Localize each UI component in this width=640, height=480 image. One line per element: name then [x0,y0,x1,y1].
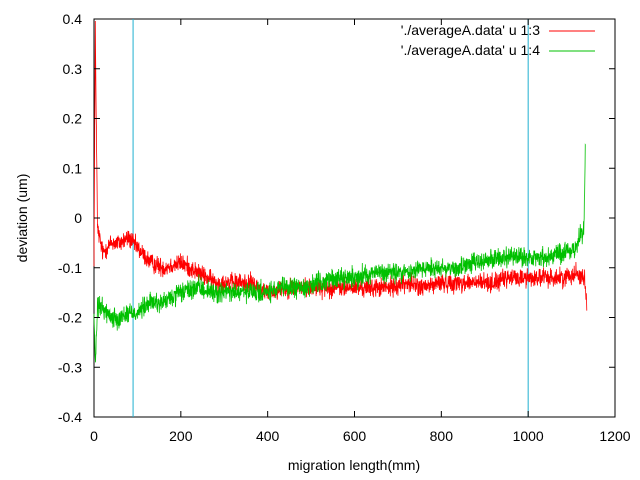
legend-label-series-1: './averageA.data' u 1:3 [401,22,540,38]
y-tick-label-3: -0.1 [58,260,82,276]
y-axis-title: deviation (um) [14,174,30,263]
x-tick-labels: 0 200 400 600 800 1000 1200 [90,428,631,444]
y-tick-label-1: -0.3 [58,359,82,375]
x-tick-label-0: 0 [90,428,98,444]
y-tick-label-7: 0.3 [63,61,83,77]
vertical-reference-lines [132,19,529,417]
x-tick-label-4: 800 [430,428,454,444]
x-tick-label-1: 200 [169,428,193,444]
y-tick-label-6: 0.2 [63,111,83,127]
y-tick-label-5: 0.1 [63,160,83,176]
x-axis-title: migration length(mm) [288,457,420,473]
axis-ticks [93,18,616,418]
y-tick-label-0: -0.4 [58,409,82,425]
plot-frame [93,18,616,418]
legend: './averageA.data' u 1:3 './averageA.data… [401,22,595,58]
x-tick-label-6: 1200 [599,428,630,444]
y-tick-label-4: 0 [74,210,82,226]
y-tick-labels: -0.4 -0.3 -0.2 -0.1 0 0.1 0.2 0.3 0.4 [58,11,82,425]
x-tick-label-2: 400 [256,428,280,444]
legend-label-series-2: './averageA.data' u 1:4 [401,42,540,58]
x-tick-label-5: 1000 [513,428,544,444]
x-tick-label-3: 600 [343,428,367,444]
series-line-1 [93,21,588,311]
y-tick-label-2: -0.2 [58,310,82,326]
y-tick-label-8: 0.4 [63,11,83,27]
series-line-2 [93,143,586,363]
series-layer [93,21,588,363]
